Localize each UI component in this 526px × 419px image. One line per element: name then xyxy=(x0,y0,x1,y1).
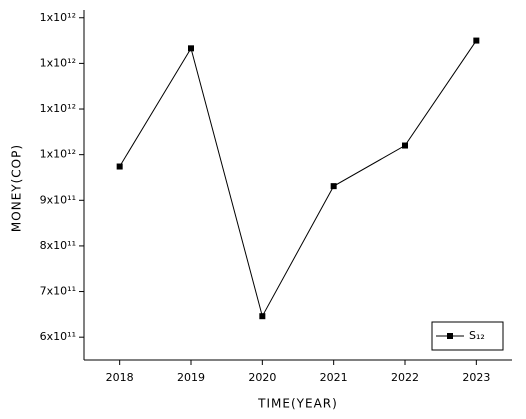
y-tick-label: 6x10¹¹ xyxy=(40,330,76,343)
y-tick-label: 1x10¹² xyxy=(40,11,76,24)
x-axis-label: TIME(YEAR) xyxy=(257,397,338,411)
legend-label: S₁₂ xyxy=(469,329,485,342)
x-tick-label: 2022 xyxy=(391,371,419,384)
y-tick-label: 7x10¹¹ xyxy=(40,285,76,298)
legend-marker xyxy=(447,333,453,339)
x-tick-label: 2018 xyxy=(106,371,134,384)
y-axis-label: MONEY(COP) xyxy=(10,144,24,232)
point xyxy=(188,45,194,52)
point xyxy=(259,313,266,320)
y-tick-label: 9x10¹¹ xyxy=(40,193,76,206)
x-tick-label: 2021 xyxy=(320,371,348,384)
point xyxy=(473,37,480,44)
point xyxy=(330,183,337,190)
y-tick-label: 8x10¹¹ xyxy=(40,239,76,252)
y-tick-label: 1x10¹² xyxy=(40,56,76,69)
series-line xyxy=(119,40,477,318)
x-tick-label: 2020 xyxy=(248,371,276,384)
y-tick-label: 1x10¹² xyxy=(40,102,76,115)
point xyxy=(402,142,408,149)
y-tick-label: 1x10¹² xyxy=(40,148,76,161)
x-tick-label: 2019 xyxy=(177,371,205,384)
point xyxy=(116,163,123,170)
x-tick-label: 2023 xyxy=(462,371,490,384)
